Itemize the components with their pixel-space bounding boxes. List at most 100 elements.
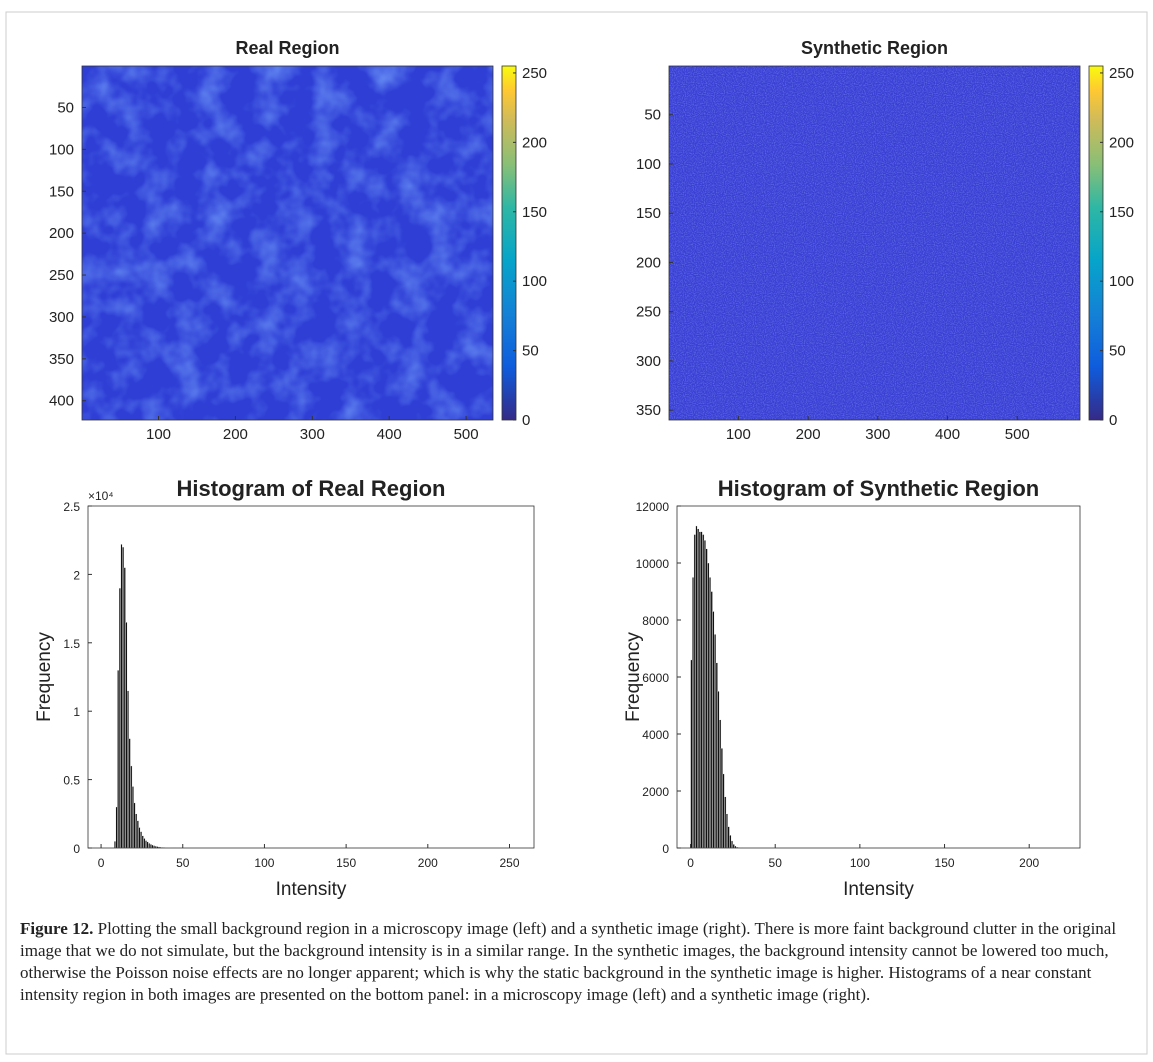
histogram-bar — [703, 540, 706, 849]
y-tick-label: 2 — [73, 568, 80, 582]
x-tick-label: 300 — [300, 426, 325, 443]
y-tick-label: 300 — [636, 353, 661, 370]
histogram-bar — [714, 634, 717, 849]
y-tick-label: 12000 — [636, 500, 670, 514]
histogram-bar — [133, 802, 136, 849]
axes-box — [81, 65, 494, 421]
x-tick-label: 500 — [454, 426, 479, 443]
y-tick-label: 6000 — [642, 671, 669, 685]
colorbar-tick-label: 100 — [1109, 273, 1134, 290]
x-tick-label: 250 — [499, 856, 519, 870]
y-tick-label: 200 — [636, 254, 661, 271]
histogram-bar — [698, 531, 701, 849]
histogram-bar — [702, 534, 705, 849]
histogram-bar — [725, 813, 728, 849]
colorbar-tick-label: 250 — [522, 65, 547, 82]
histogram-bar — [715, 662, 718, 849]
colorbar-tick-label: 250 — [1109, 65, 1134, 82]
x-tick-label: 100 — [146, 426, 171, 443]
x-tick-label: 200 — [223, 426, 248, 443]
histogram-bar — [727, 826, 730, 849]
colorbar-tick-label: 150 — [1109, 204, 1134, 221]
histogram-bar — [722, 773, 725, 849]
histogram-bar — [138, 827, 141, 849]
y-tick-label: 250 — [49, 267, 74, 284]
y-tick-label: 150 — [49, 183, 74, 200]
caption-text: Plotting the small background region in … — [20, 919, 1117, 1004]
x-tick-label: 200 — [796, 426, 821, 443]
histogram-bar — [708, 577, 712, 849]
histogram-bar — [151, 844, 154, 849]
y-tick-label: 2000 — [642, 785, 669, 799]
histogram-bar — [146, 841, 149, 849]
y-tick-label: 1.5 — [63, 637, 80, 651]
x-tick-label: 300 — [865, 426, 890, 443]
y-tick-label: 0 — [662, 842, 669, 856]
y-tick-label: 4000 — [642, 728, 669, 742]
histogram-bar — [122, 546, 125, 849]
colorbar-tick-label: 50 — [522, 343, 539, 360]
colorbar-tick-label: 50 — [1109, 343, 1126, 360]
y-axis-label: Frequency — [34, 632, 55, 722]
y-tick-label: 150 — [636, 205, 661, 222]
histogram-bar — [720, 748, 723, 849]
y-tick-label: 350 — [636, 402, 661, 419]
y-tick-label: 100 — [49, 141, 74, 158]
histogram-bar — [712, 611, 715, 849]
image-texture — [82, 66, 493, 420]
histogram-bar — [140, 831, 143, 849]
histogram-bar — [130, 765, 133, 849]
x-tick-label: 0 — [98, 856, 105, 870]
histogram-bar — [113, 840, 116, 849]
chart-title: Real Region — [235, 38, 339, 58]
chart-title: Synthetic Region — [801, 38, 948, 58]
histogram-bar — [690, 659, 693, 849]
x-tick-label: 50 — [769, 856, 783, 870]
histogram-bar — [144, 840, 148, 849]
histogram-bar — [115, 806, 118, 849]
histogram-bar — [143, 838, 146, 849]
y-tick-label: 300 — [49, 309, 74, 326]
axes-box — [676, 505, 1081, 849]
colorbar-tick-label: 200 — [522, 134, 547, 151]
histogram-bar — [127, 690, 130, 849]
histogram-bar — [732, 844, 735, 849]
histogram-bar — [697, 528, 700, 849]
histogram-bar — [719, 719, 722, 849]
colorbar-tick-label: 150 — [522, 204, 547, 221]
chart-title: Histogram of Real Region — [177, 476, 446, 501]
y-tick-label: 2.5 — [63, 500, 80, 514]
colorbar-tick-label: 0 — [1109, 412, 1117, 429]
y-axis-label: Frequency — [623, 632, 644, 722]
histogram-bar — [128, 738, 131, 849]
colorbar-tick-label: 200 — [1109, 134, 1134, 151]
colorbar-tick-label: 100 — [522, 273, 547, 290]
histogram-bar — [135, 813, 138, 849]
histogram-bar — [123, 567, 126, 849]
x-tick-label: 100 — [726, 426, 751, 443]
histogram-bar — [125, 622, 128, 849]
histogram-bar — [118, 587, 121, 849]
colorbar-tick-label: 0 — [522, 412, 530, 429]
y-tick-label: 10000 — [636, 557, 670, 571]
y-tick-label: 0 — [73, 842, 80, 856]
y-tick-label: 1 — [73, 705, 80, 719]
histogram-bar — [131, 786, 134, 849]
histogram-bar — [149, 843, 152, 849]
histogram-bar — [117, 669, 120, 849]
histogram-bar — [695, 525, 698, 849]
histogram-bar — [136, 820, 139, 849]
x-axis-label: Intensity — [843, 879, 914, 900]
x-tick-label: 150 — [336, 856, 356, 870]
x-tick-label: 150 — [935, 856, 955, 870]
x-tick-label: 400 — [377, 426, 402, 443]
y-tick-label: 8000 — [642, 614, 669, 628]
histogram-bar — [692, 577, 695, 849]
histogram-bar — [707, 562, 710, 849]
x-tick-label: 0 — [687, 856, 694, 870]
axes-box — [87, 505, 535, 849]
x-tick-label: 400 — [935, 426, 960, 443]
histogram-bar — [717, 691, 720, 849]
y-tick-label: 250 — [636, 304, 661, 321]
